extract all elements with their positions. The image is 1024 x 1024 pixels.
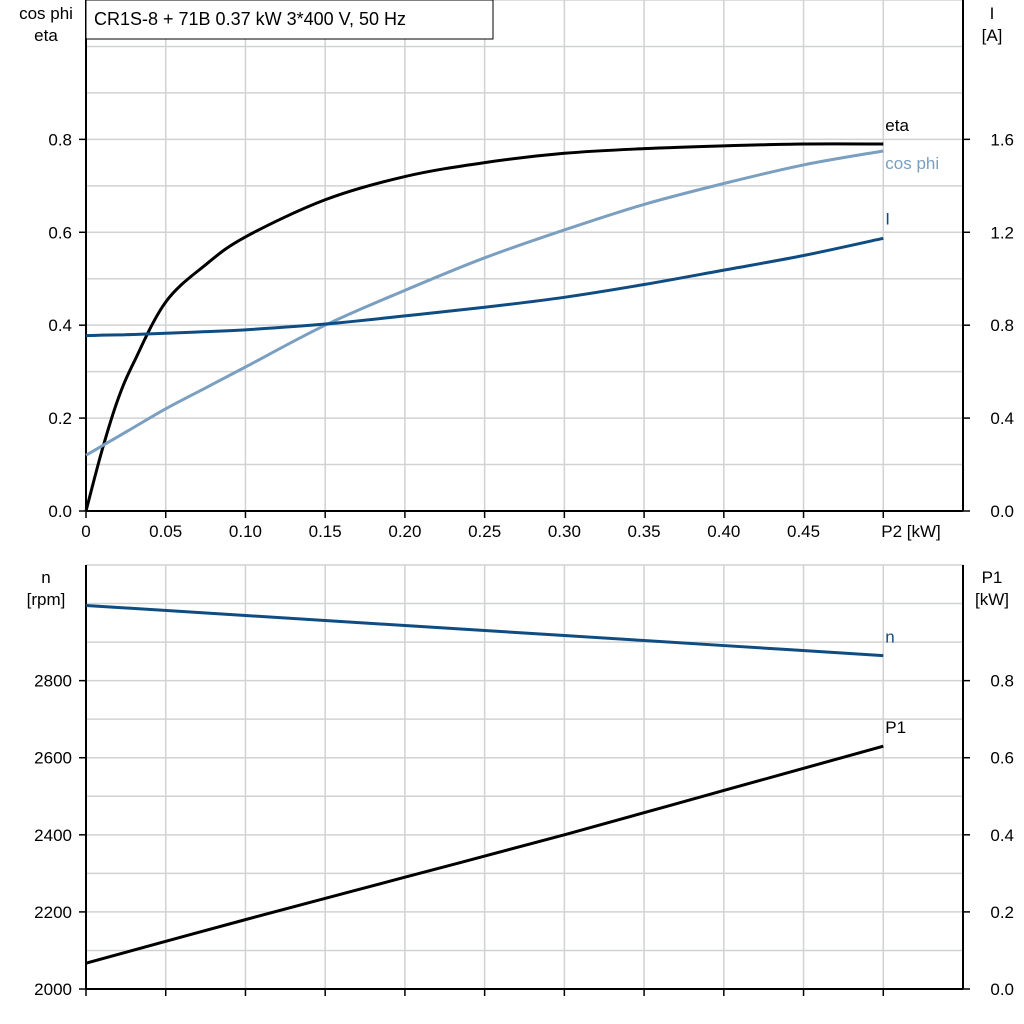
chart-title: CR1S-8 + 71B 0.37 kW 3*400 V, 50 Hz bbox=[94, 9, 406, 29]
left-tick-label: 2000 bbox=[34, 980, 72, 999]
series-line-p1 bbox=[85, 744, 884, 965]
x-tick-label: 0.10 bbox=[229, 522, 262, 541]
x-tick-label: 0.40 bbox=[707, 522, 740, 541]
bottom-chart-speed-power: 2000 2200 2400 2600 2800 0.0 0.2 0.4 0.6 0.8 n [rpm… bbox=[27, 564, 1014, 999]
x-tick-label: 0 bbox=[81, 522, 90, 541]
x-tick-label: 0.35 bbox=[628, 522, 661, 541]
left-axis-title: n bbox=[41, 568, 50, 587]
left-axis-unit: eta bbox=[34, 26, 58, 45]
x-tick-label: 0.05 bbox=[149, 522, 182, 541]
left-tick-label: 0.8 bbox=[48, 130, 72, 149]
right-axis-title: P1 bbox=[982, 568, 1003, 587]
right-tick-label: 0.2 bbox=[990, 903, 1014, 922]
x-tick-label: 0.45 bbox=[787, 522, 820, 541]
left-axis-unit: [rpm] bbox=[27, 590, 66, 609]
left-tick-label: 0.4 bbox=[48, 316, 72, 335]
right-tick-label: 0.6 bbox=[990, 749, 1014, 768]
series-label-i: I bbox=[885, 209, 890, 228]
series-line-eta bbox=[84, 142, 884, 512]
series-label-cos-phi: cos phi bbox=[885, 154, 939, 173]
left-tick-label: 2800 bbox=[34, 672, 72, 691]
right-tick-label: 0.8 bbox=[990, 316, 1014, 335]
left-tick-label: 2600 bbox=[34, 749, 72, 768]
series-label-p1: P1 bbox=[885, 718, 906, 737]
left-tick-label: 0.0 bbox=[48, 502, 72, 521]
right-axis-title: I bbox=[990, 4, 995, 23]
series-label-eta: eta bbox=[885, 116, 909, 135]
title-box: CR1S-8 + 71B 0.37 kW 3*400 V, 50 Hz bbox=[85, 0, 494, 40]
x-tick-label: 0.15 bbox=[309, 522, 342, 541]
right-tick-label: 0.0 bbox=[990, 502, 1014, 521]
series-label-n: n bbox=[885, 628, 894, 647]
left-tick-label: 0.6 bbox=[48, 223, 72, 242]
right-axis-unit: [kW] bbox=[975, 590, 1009, 609]
right-tick-label: 1.2 bbox=[990, 223, 1014, 242]
x-tick-label: 0.20 bbox=[388, 522, 421, 541]
series-line-n bbox=[85, 603, 884, 658]
x-tick-label: 0.25 bbox=[468, 522, 501, 541]
top-chart-eta-cosphi-current: 0.0 0.2 0.4 0.6 0.8 0.0 0.4 0.8 1.2 1.6 0 0.05 0.10 0… bbox=[19, 0, 1014, 541]
left-tick-label: 2400 bbox=[34, 826, 72, 845]
series-line-cos-phi bbox=[85, 149, 884, 457]
left-axis-title: cos phi bbox=[19, 4, 73, 23]
x-axis-label: P2 [kW] bbox=[881, 522, 941, 541]
x-tick-label: 0.30 bbox=[548, 522, 581, 541]
series-line-i bbox=[85, 236, 884, 338]
left-tick-label: 2200 bbox=[34, 903, 72, 922]
left-tick-label: 0.2 bbox=[48, 409, 72, 428]
right-tick-label: 0.0 bbox=[990, 980, 1014, 999]
right-tick-label: 0.8 bbox=[990, 672, 1014, 691]
right-axis-unit: [A] bbox=[982, 26, 1003, 45]
right-tick-label: 1.6 bbox=[990, 130, 1014, 149]
right-tick-label: 0.4 bbox=[990, 409, 1014, 428]
right-tick-label: 0.4 bbox=[990, 826, 1014, 845]
